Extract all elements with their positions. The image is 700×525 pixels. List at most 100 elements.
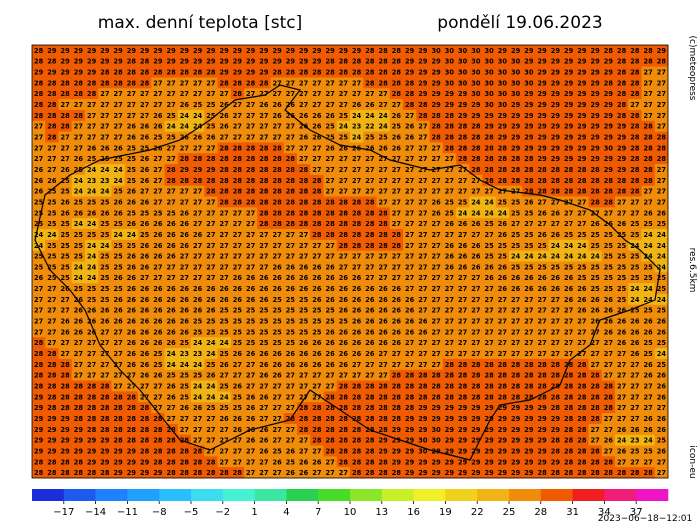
cell-value: 24 bbox=[34, 242, 44, 250]
cell-value: 28 bbox=[617, 112, 627, 120]
grid-cell bbox=[442, 207, 457, 219]
cell-value: 28 bbox=[339, 69, 349, 77]
cell-value: 26 bbox=[299, 469, 309, 477]
cell-value: 28 bbox=[630, 112, 640, 120]
cell-value: 28 bbox=[564, 177, 574, 185]
cell-value: 28 bbox=[405, 79, 415, 87]
cell-value: 29 bbox=[418, 47, 428, 55]
grid-cell bbox=[164, 88, 179, 100]
cell-value: 25 bbox=[524, 263, 534, 271]
grid-cell bbox=[350, 88, 364, 100]
grid-cell bbox=[270, 77, 285, 89]
cell-value: 30 bbox=[485, 101, 495, 109]
cell-value: 28 bbox=[365, 231, 375, 239]
grid-cell bbox=[32, 348, 46, 360]
grid-cell bbox=[217, 142, 232, 154]
grid-cell bbox=[204, 66, 218, 78]
grid-cell bbox=[191, 337, 205, 349]
grid-cell bbox=[58, 185, 73, 197]
cell-value: 27 bbox=[524, 307, 534, 315]
grid-cell bbox=[548, 445, 563, 457]
cell-value: 29 bbox=[34, 404, 44, 412]
grid-cell bbox=[509, 304, 523, 316]
cell-value: 27 bbox=[432, 361, 442, 369]
grid-cell bbox=[85, 380, 99, 392]
grid-cell bbox=[442, 99, 457, 111]
cell-value: 29 bbox=[445, 469, 455, 477]
cell-value: 29 bbox=[511, 123, 521, 131]
grid-cell bbox=[575, 239, 589, 251]
cell-value: 26 bbox=[644, 209, 654, 217]
grid-cell bbox=[535, 153, 550, 165]
grid-cell bbox=[204, 153, 218, 165]
grid-cell bbox=[482, 66, 497, 78]
cell-value: 27 bbox=[220, 458, 230, 466]
cell-value: 25 bbox=[259, 339, 269, 347]
grid-cell bbox=[204, 423, 218, 435]
cell-value: 24 bbox=[87, 166, 97, 174]
grid-cell bbox=[601, 99, 616, 111]
grid-cell bbox=[111, 131, 126, 143]
grid-cell bbox=[654, 174, 669, 187]
cell-value: 27 bbox=[352, 372, 362, 380]
cell-value: 27 bbox=[326, 90, 336, 98]
grid-cell bbox=[588, 369, 603, 381]
grid-cell bbox=[151, 337, 165, 349]
cell-value: 26 bbox=[61, 318, 71, 326]
grid-cell bbox=[45, 261, 59, 273]
grid-cell bbox=[350, 337, 364, 349]
grid-cell bbox=[615, 218, 629, 230]
grid-cell bbox=[509, 109, 523, 122]
cell-value: 28 bbox=[604, 188, 614, 196]
grid-cell bbox=[244, 153, 258, 165]
grid-cell bbox=[164, 456, 179, 468]
grid-cell bbox=[442, 250, 457, 262]
grid-cell bbox=[588, 229, 603, 241]
grid-cell bbox=[628, 229, 642, 241]
cell-value: 27 bbox=[326, 177, 336, 185]
cell-value: 25 bbox=[220, 318, 230, 326]
grid-cell bbox=[230, 153, 245, 165]
grid-cell bbox=[244, 283, 258, 295]
cell-value: 28 bbox=[352, 231, 362, 239]
cell-value: 29 bbox=[511, 144, 521, 152]
cell-value: 29 bbox=[551, 58, 561, 66]
grid-cell bbox=[628, 66, 642, 78]
grid-cell bbox=[429, 218, 444, 230]
grid-cell bbox=[522, 66, 536, 78]
cell-value: 28 bbox=[418, 393, 428, 401]
cell-value: 27 bbox=[127, 382, 137, 390]
cell-value: 26 bbox=[114, 209, 124, 217]
grid-cell bbox=[548, 293, 563, 306]
grid-cell bbox=[124, 99, 139, 111]
cell-value: 27 bbox=[153, 101, 163, 109]
cell-value: 24 bbox=[458, 209, 468, 217]
cell-value: 27 bbox=[392, 188, 402, 196]
grid-cell bbox=[495, 283, 510, 295]
grid-cell bbox=[124, 239, 139, 251]
cell-value: 28 bbox=[233, 144, 243, 152]
grid-cell bbox=[151, 196, 165, 208]
cell-value: 28 bbox=[100, 469, 110, 477]
grid-cell bbox=[283, 391, 298, 403]
grid-cell bbox=[615, 272, 629, 284]
cell-value: 29 bbox=[564, 47, 574, 55]
grid-cell bbox=[191, 456, 205, 468]
colorbar-tick-label: 4 bbox=[283, 507, 289, 518]
grid-cell bbox=[562, 88, 576, 100]
cell-value: 28 bbox=[432, 382, 442, 390]
grid-cell bbox=[416, 218, 430, 230]
grid-cell bbox=[217, 391, 232, 403]
cell-value: 29 bbox=[432, 79, 442, 87]
cell-value: 29 bbox=[259, 69, 269, 77]
grid-cell bbox=[522, 434, 536, 446]
grid-cell bbox=[429, 99, 444, 111]
cell-value: 25 bbox=[246, 307, 256, 315]
cell-value: 27 bbox=[657, 188, 667, 196]
cell-value: 29 bbox=[61, 415, 71, 423]
cell-value: 26 bbox=[127, 328, 137, 336]
cell-value: 27 bbox=[299, 242, 309, 250]
cell-value: 26 bbox=[140, 328, 150, 336]
cell-value: 24 bbox=[630, 285, 640, 293]
cell-value: 27 bbox=[538, 339, 548, 347]
